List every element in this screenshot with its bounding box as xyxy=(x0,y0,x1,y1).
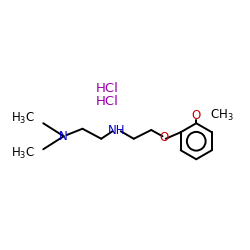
Text: HCl: HCl xyxy=(96,95,119,108)
Text: N: N xyxy=(60,130,68,143)
Text: O: O xyxy=(159,131,168,144)
Text: NH: NH xyxy=(108,124,125,136)
Text: $\mathregular{H_3C}$: $\mathregular{H_3C}$ xyxy=(11,146,35,161)
Text: HCl: HCl xyxy=(96,82,119,95)
Text: $\mathregular{CH_3}$: $\mathregular{CH_3}$ xyxy=(210,108,234,123)
Text: O: O xyxy=(192,109,201,122)
Text: $\mathregular{H_3C}$: $\mathregular{H_3C}$ xyxy=(11,111,35,126)
